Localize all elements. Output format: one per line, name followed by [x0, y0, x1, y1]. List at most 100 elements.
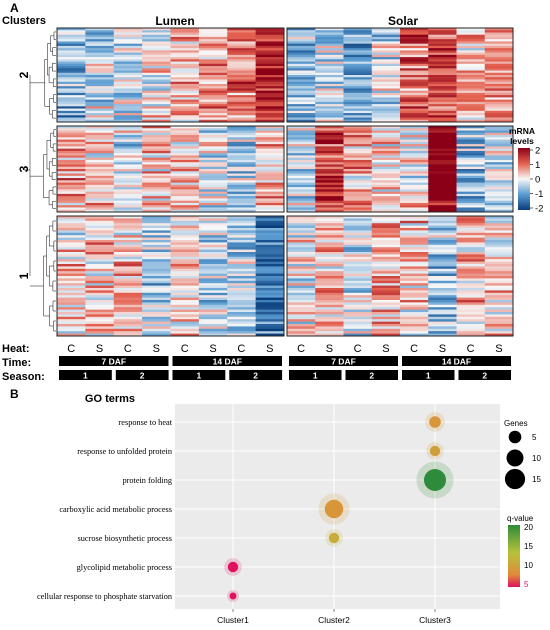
- season-value-label: 2: [140, 371, 145, 381]
- mrna-legend-tick-label: -2: [535, 204, 543, 215]
- heat-value-label: C: [297, 343, 305, 355]
- mrna-legend-tick-label: 1: [535, 160, 540, 171]
- time-bar: [172, 356, 282, 366]
- heat-value-label: C: [67, 343, 75, 355]
- season-value-label: 1: [83, 371, 88, 381]
- heatmap-lumen-cluster-2: [56, 27, 285, 123]
- heatmap-solar-cluster-3: [286, 125, 514, 213]
- dotplot-y-label: cellular response to phosphate starvatio…: [37, 592, 173, 601]
- heatmap-solar-cluster-1: [286, 215, 514, 337]
- season-value-label: 1: [426, 371, 431, 381]
- heat-value-label: C: [181, 343, 189, 355]
- dotplot-y-label: response to heat: [119, 418, 173, 427]
- season-bar: [59, 370, 112, 380]
- heat-value-label: C: [354, 343, 362, 355]
- time-value-label: 14 DAF: [442, 357, 471, 367]
- season-value-label: 2: [369, 371, 374, 381]
- dot-point: [227, 561, 239, 573]
- heat-value-label: S: [266, 343, 273, 355]
- dotplot-x-label: Cluster3: [419, 615, 451, 625]
- legend-title-line2: levels: [510, 136, 534, 146]
- dot-point: [328, 532, 340, 544]
- heat-value-label: S: [439, 343, 446, 355]
- heatmap-solar-cluster-2: [286, 27, 514, 123]
- season-label: Season:: [2, 371, 45, 383]
- qvalue-legend-ticks: 20 15 10 5: [524, 523, 533, 589]
- dotplot-y-label: sucrose biosynthetic process: [78, 534, 172, 543]
- time-value-label: 7 DAF: [102, 357, 127, 367]
- genes-legend-label: 15: [532, 475, 541, 484]
- heat-value-label: S: [153, 343, 160, 355]
- mrna-legend-colorbar: [518, 148, 530, 210]
- heat-value-label: S: [382, 343, 389, 355]
- season-value-label: 2: [253, 371, 258, 381]
- dotplot-x-label: Cluster1: [217, 615, 249, 625]
- season-bar: [289, 370, 342, 380]
- dotplot-x-labels: Cluster1 Cluster2 Cluster3: [217, 609, 451, 625]
- dotplot-y-label: response to unfolded protein: [77, 447, 173, 456]
- legend-title-line1: mRNA: [509, 126, 535, 136]
- qvalue-legend-tick-label: 5: [524, 580, 529, 589]
- cluster-label-2: 2: [17, 71, 31, 78]
- dotplot-y-labels: response to heat response to unfolded pro…: [37, 418, 173, 601]
- mrna-legend-tick-label: 2: [535, 146, 540, 157]
- heat-value-label: S: [495, 343, 502, 355]
- go-terms-title: GO terms: [85, 393, 135, 405]
- dot-point: [429, 416, 441, 428]
- season-bar: [115, 370, 169, 380]
- mrna-legend-tick-label: -1: [535, 189, 543, 200]
- time-bar: [59, 356, 169, 366]
- column-annotations: C S C S C S C S 7 DAF 14 DAF 1 2 1 2 C S C S C S C S 7 DAF 14 D…: [59, 343, 511, 381]
- dot-point: [424, 469, 446, 491]
- dotplot-y-label: protein folding: [122, 476, 172, 485]
- season-value-label: 2: [482, 371, 487, 381]
- cluster-label-1: 1: [17, 272, 31, 279]
- season-value-label: 1: [197, 371, 202, 381]
- genes-legend-title: Genes: [504, 419, 528, 428]
- heatmap-block-border: [286, 27, 514, 123]
- season-bar: [458, 370, 511, 380]
- qvalue-legend-tick-label: 10: [524, 561, 533, 570]
- time-label: Time:: [2, 357, 31, 369]
- time-value-label: 14 DAF: [213, 357, 242, 367]
- heat-value-label: C: [410, 343, 418, 355]
- heatmap-block-border: [286, 125, 514, 213]
- heatmap-lumen-cluster-1: [56, 215, 285, 337]
- heat-value-label: C: [467, 343, 475, 355]
- qvalue-colorbar: [508, 525, 520, 587]
- heat-value-label: S: [209, 343, 216, 355]
- genes-legend-dot: [506, 449, 524, 467]
- heat-value-label: S: [96, 343, 103, 355]
- panel-b-label: B: [10, 387, 19, 401]
- season-bar: [229, 370, 283, 380]
- group-title-solar: Solar: [388, 14, 418, 28]
- group-title-lumen: Lumen: [155, 14, 194, 28]
- time-bar: [289, 356, 398, 366]
- qvalue-legend-title: q-value: [507, 514, 534, 523]
- genes-legend-label: 10: [532, 454, 541, 463]
- heatmap-block-border: [56, 125, 285, 213]
- heat-label: Heat:: [2, 343, 30, 355]
- season-bar: [172, 370, 226, 380]
- season-bar: [402, 370, 455, 380]
- panel-a-label: A: [10, 1, 19, 15]
- genes-legend-label: 5: [532, 433, 537, 442]
- dot-point: [324, 499, 344, 519]
- heatmap-grid: [56, 27, 514, 337]
- dotplot-y-label: glycolipid metabolic process: [77, 563, 172, 572]
- time-value-label: 7 DAF: [331, 357, 356, 367]
- cluster-row-labels: 2 3 1: [17, 71, 31, 279]
- qvalue-legend-tick-label: 15: [524, 542, 533, 551]
- heatmap-lumen-cluster-3: [56, 125, 285, 213]
- mrna-legend-tick-label: 0: [535, 175, 540, 186]
- mrna-legend-ticks: 2 1 0 -1 -2: [530, 146, 543, 215]
- dot-point: [229, 592, 237, 600]
- qvalue-legend-tick-label: 20: [524, 523, 533, 532]
- dotplot-x-label: Cluster2: [318, 615, 350, 625]
- heatmap-block-border: [56, 27, 285, 123]
- genes-size-legend: 5 10 15: [504, 430, 541, 490]
- genes-legend-dot: [508, 430, 522, 444]
- dot-point: [429, 445, 441, 457]
- cluster-label-3: 3: [17, 165, 31, 172]
